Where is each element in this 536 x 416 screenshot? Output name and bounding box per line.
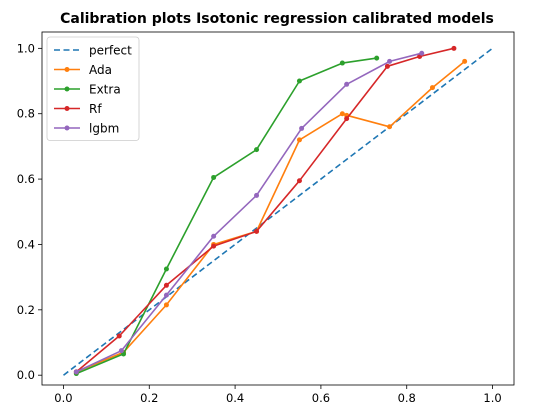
legend-marker-extra [64,86,70,92]
x-tick-label: 1.0 [483,391,501,405]
legend-box [46,36,140,141]
axis-ticks: 0.0 0.2 0.4 0.6 0.8 1.0 0.0 0.2 0.4 0.6 0.8 1.0 [17,41,502,405]
data-point-lgbm [73,369,79,375]
data-point-extra [211,174,217,180]
legend-label-rf: Rf [89,102,102,116]
data-point-ada [296,137,302,143]
plot-frame [41,31,515,386]
legend-marker-lgbm [64,125,70,131]
data-point-ada [429,85,435,91]
legend-label-ada: Ada [89,63,112,77]
data-point-lgbm [163,292,169,298]
data-point-rf [254,228,260,234]
data-point-ada [163,302,169,308]
y-tick-label: 0.4 [17,237,35,251]
data-point-extra [296,78,302,84]
data-point-rf [163,282,169,288]
y-tick-label: 0.2 [17,303,35,317]
data-point-ada [387,124,393,130]
x-tick-label: 0.4 [226,391,244,405]
data-point-rf [384,63,390,69]
data-point-extra [163,266,169,272]
data-point-ada [462,58,468,64]
legend-label-perfect: perfect [89,44,132,58]
data-point-lgbm [344,81,350,87]
data-point-ada [339,111,345,117]
y-tick-label: 0.8 [17,107,35,121]
legend: perfect Ada Extra Rf lgbm [46,36,140,141]
series-line-rf [75,47,455,373]
data-point-rf [116,333,122,339]
data-point-lgbm [419,50,425,56]
y-tick-label: 0.6 [17,172,35,186]
data-point-extra [254,147,260,153]
data-point-lgbm [118,348,124,354]
data-point-extra [374,55,380,61]
x-tick-label: 0.8 [398,391,416,405]
series-layer [63,45,493,377]
series-line-perfect [63,47,493,376]
y-tick-label: 1.0 [17,41,35,55]
data-point-rf [296,178,302,184]
data-point-rf [451,45,457,51]
chart-title: Calibration plots Isotonic regression ca… [60,11,494,27]
data-point-lgbm [254,192,260,198]
legend-label-extra: Extra [89,83,121,97]
x-tick-label: 0.6 [312,391,330,405]
y-tick-label: 0.0 [17,368,35,382]
data-point-rf [344,116,350,122]
x-tick-label: 0.2 [140,391,158,405]
legend-marker-rf [64,106,70,111]
data-point-lgbm [387,58,393,64]
data-point-lgbm [299,125,305,131]
legend-marker-ada [64,67,70,72]
data-point-lgbm [211,233,217,239]
legend-label-lgbm: lgbm [89,122,119,136]
data-point-extra [339,60,345,66]
x-tick-label: 0.0 [54,391,72,405]
data-point-rf [211,243,217,249]
